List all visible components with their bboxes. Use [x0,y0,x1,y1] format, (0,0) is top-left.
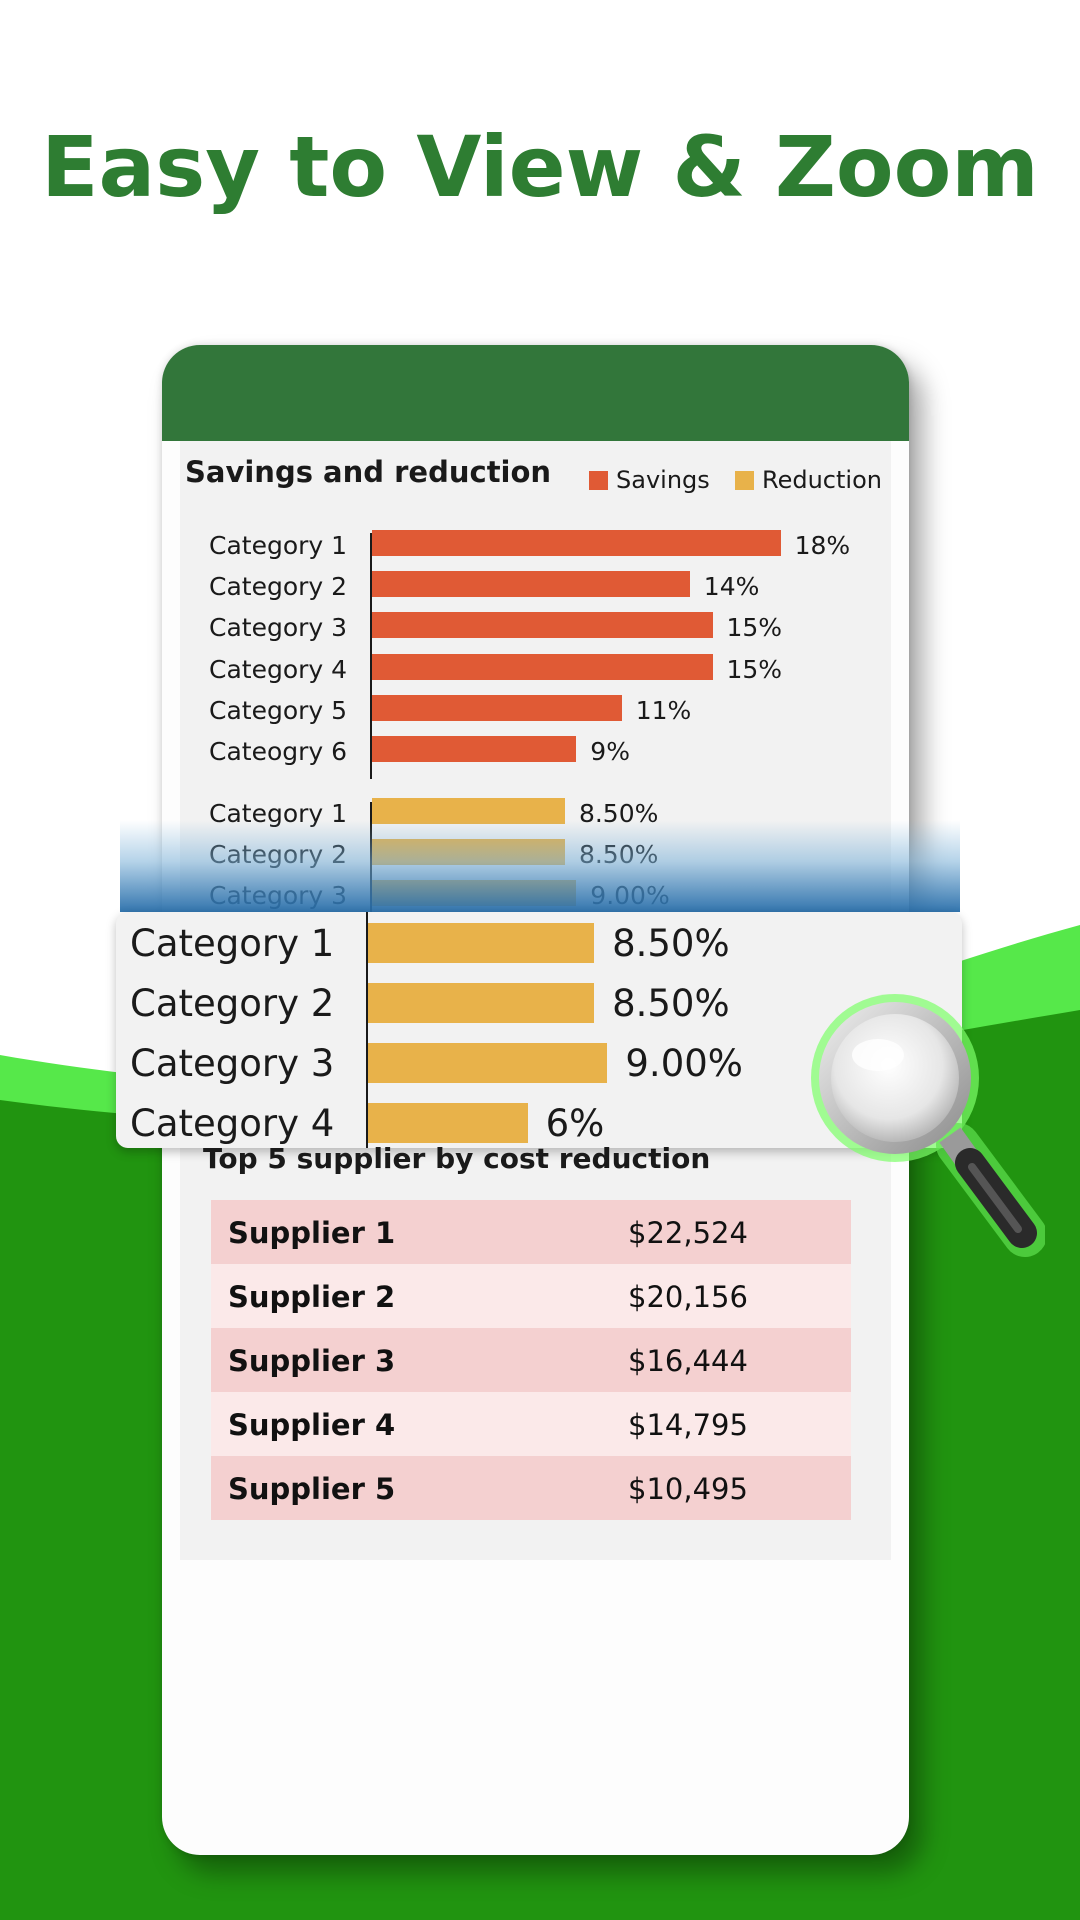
legend-reduction-swatch [735,471,754,490]
chart-title: Savings and reduction [185,455,552,489]
zoom-panel: Category 1 8.50% Category 2 8.50% Category 3… [116,912,962,1148]
reduction-bar [372,798,565,824]
savings-value-label: 11% [635,695,692,725]
supplier-name: Supplier 4 [228,1408,396,1442]
savings-category-label: Category 3 [209,613,348,643]
table-row: Supplier 2 $20,156 [211,1264,851,1328]
savings-bar [372,571,690,598]
legend-savings-label: Savings [616,466,710,494]
savings-category-label: Category 5 [209,695,348,725]
zoom-bar [368,1103,528,1143]
savings-bar [372,612,713,639]
supplier-amount: $14,795 [628,1408,748,1442]
zoom-value-label: 8.50% [612,922,730,965]
app-header-bar [162,345,909,441]
zoom-category-label: Category 4 [130,1102,335,1145]
supplier-amount: $22,524 [628,1216,748,1250]
zoom-value-label: 6% [545,1102,605,1145]
zoom-category-label: Category 2 [130,982,335,1025]
supplier-amount: $16,444 [628,1344,748,1378]
zoom-axis [366,912,368,1148]
savings-value-label: 14% [703,572,760,602]
supplier-name: Supplier 1 [228,1216,396,1250]
savings-value-label: 9% [590,737,630,766]
savings-category-label: Category 1 [209,531,348,560]
savings-bar [372,653,713,680]
zoom-category-label: Category 1 [130,922,335,965]
savings-bar [372,736,577,762]
table-row: Supplier 3 $16,444 [211,1328,851,1392]
zoom-value-label: 8.50% [612,982,730,1025]
zoom-bar [368,983,595,1023]
supplier-name: Supplier 5 [228,1472,396,1506]
magnifier-icon [811,994,1045,1257]
zoom-category-label: Category 3 [130,1042,335,1085]
table-title: Top 5 supplier by cost reduction [203,1142,711,1175]
legend-reduction: Reduction [735,466,882,494]
zoom-value-label: 9.00% [625,1042,743,1085]
savings-bar [372,530,781,556]
supplier-name: Supplier 2 [228,1280,396,1314]
supplier-name: Supplier 3 [228,1344,396,1378]
zoom-bar [368,923,595,963]
table-row: Supplier 4 $14,795 [211,1392,851,1456]
savings-value-label: 18% [794,531,851,560]
table-row: Supplier 1 $22,524 [211,1200,851,1264]
savings-axis [370,533,372,779]
savings-category-label: Category 4 [209,654,348,684]
zoom-transition [120,820,960,912]
zoom-bar [368,1043,608,1083]
savings-value-label: 15% [726,613,783,643]
legend-savings-swatch [589,471,608,490]
headline: Easy to View & Zoom [41,118,1039,216]
legend-reduction-label: Reduction [762,466,882,494]
supplier-amount: $20,156 [628,1280,748,1314]
legend-savings: Savings [589,466,710,494]
table-row: Supplier 5 $10,495 [211,1456,851,1520]
savings-category-label: Category 2 [209,572,348,602]
savings-value-label: 15% [726,654,783,684]
savings-category-label: Cateogry 6 [209,737,348,766]
supplier-amount: $10,495 [628,1472,748,1506]
savings-bar [372,694,622,721]
